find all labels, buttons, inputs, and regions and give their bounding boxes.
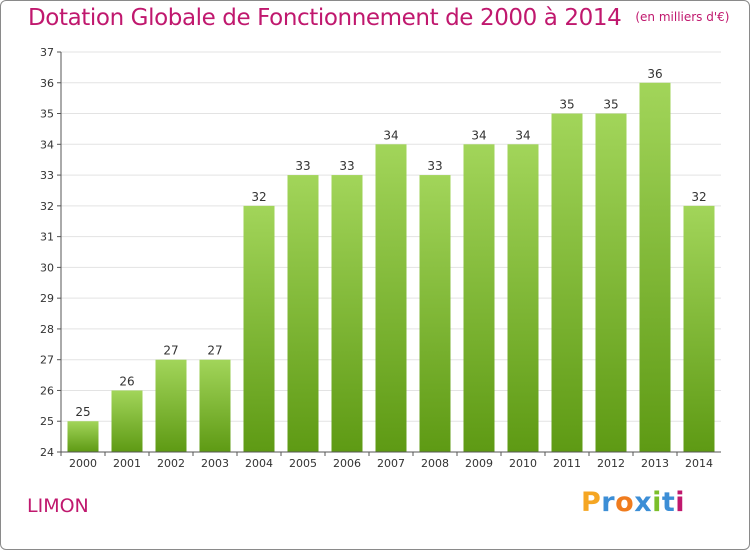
y-tick-label: 29 (40, 292, 54, 305)
x-tick-label: 2010 (509, 457, 537, 470)
title-block: Dotation Globale de Fonctionnement de 20… (28, 5, 729, 31)
y-tick-label: 28 (40, 323, 54, 336)
x-tick-label: 2001 (113, 457, 141, 470)
x-tick-label: 2008 (421, 457, 449, 470)
chart-title: Dotation Globale de Fonctionnement de 20… (28, 5, 622, 31)
x-tick-label: 2002 (157, 457, 185, 470)
value-label: 33 (427, 159, 442, 173)
value-label: 32 (691, 190, 706, 204)
y-tick-label: 35 (40, 108, 54, 121)
bar-2014 (683, 205, 715, 452)
y-tick-label: 37 (40, 46, 54, 59)
x-tick-label: 2007 (377, 457, 405, 470)
y-tick-label: 34 (40, 138, 54, 151)
commune-name: LIMON (27, 495, 89, 517)
value-label: 35 (603, 98, 618, 112)
value-label: 33 (339, 159, 354, 173)
x-tick-label: 2012 (597, 457, 625, 470)
value-labels: 25 26 27 27 32 33 33 34 33 34 34 35 35 36 32 (75, 67, 706, 419)
bar-2011 (551, 113, 583, 453)
x-tick-label: 2013 (641, 457, 669, 470)
y-tick-label: 30 (40, 261, 54, 274)
y-tick-label: 26 (40, 384, 54, 397)
logo-letter: o (615, 487, 635, 518)
x-tick-label: 2005 (289, 457, 317, 470)
bar-2010 (507, 144, 539, 453)
bar-2013 (639, 82, 671, 453)
value-label: 25 (75, 405, 90, 419)
y-tick-label: 24 (40, 446, 54, 459)
logo-letter: t (661, 487, 676, 518)
x-tick-label: 2003 (201, 457, 229, 470)
bar-2012 (595, 113, 627, 453)
logo-letter: i (652, 487, 662, 518)
x-tick-label: 2014 (685, 457, 713, 470)
logo-letter: P (581, 487, 602, 518)
bar-2003 (199, 359, 231, 452)
value-label: 34 (383, 128, 398, 142)
value-label: 27 (163, 344, 178, 358)
x-tick-label: 2009 (465, 457, 493, 470)
y-tick-label: 32 (40, 200, 54, 213)
bar-2001 (111, 390, 143, 452)
value-label: 26 (119, 374, 134, 388)
proxiti-logo: Proxiti (581, 487, 685, 518)
x-tick-label: 2006 (333, 457, 361, 470)
y-tick-labels: 24 25 26 27 28 29 30 31 32 33 34 35 36 37 (40, 46, 54, 459)
y-tick-label: 31 (40, 231, 54, 244)
y-tick-label: 27 (40, 354, 54, 367)
logo-letter: r (601, 487, 616, 518)
value-label: 35 (559, 98, 574, 112)
bars (67, 82, 715, 453)
bar-2002 (155, 359, 187, 452)
value-label: 27 (207, 344, 222, 358)
bar-2007 (375, 144, 407, 453)
axes (60, 52, 721, 453)
value-label: 36 (647, 67, 662, 81)
x-tick-label: 2000 (69, 457, 97, 470)
value-label: 33 (295, 159, 310, 173)
y-tick-label: 33 (40, 169, 54, 182)
bar-2008 (419, 175, 451, 453)
x-tick-label: 2004 (245, 457, 273, 470)
logo-letter: i (675, 487, 686, 518)
value-label: 32 (251, 190, 266, 204)
bar-2006 (331, 175, 363, 453)
x-tick-label: 2011 (553, 457, 581, 470)
value-label: 34 (515, 128, 530, 142)
bar-2000 (67, 421, 99, 452)
y-tick-label: 36 (40, 77, 54, 90)
bar-2005 (287, 175, 319, 453)
bar-2009 (463, 144, 495, 453)
value-label: 34 (471, 128, 486, 142)
y-tick-label: 25 (40, 415, 54, 428)
chart-subtitle: (en milliers d'€) (635, 10, 730, 24)
logo-letter: x (634, 487, 653, 518)
x-tick-labels: 2000 2001 2002 2003 2004 2005 2006 2007 2008 2009… (69, 457, 713, 470)
bar-2004 (243, 205, 275, 452)
